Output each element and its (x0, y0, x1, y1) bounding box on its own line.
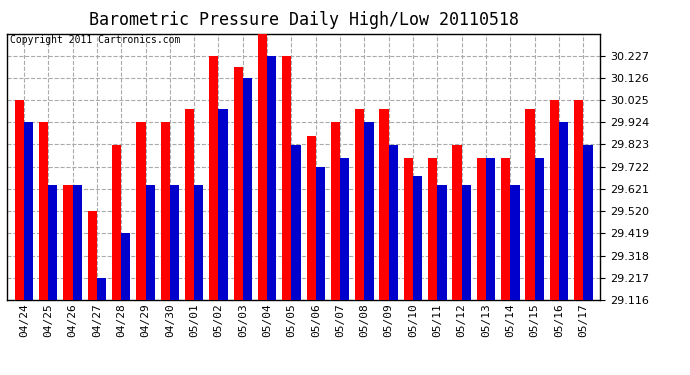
Bar (72, 185, 82, 300)
Bar (462, 185, 471, 300)
Bar (161, 122, 170, 300)
Bar (282, 56, 291, 300)
Bar (146, 185, 155, 300)
Bar (258, 34, 267, 300)
Text: Copyright 2011 Cartronics.com: Copyright 2011 Cartronics.com (10, 35, 180, 45)
Bar (170, 185, 179, 300)
Bar (453, 145, 462, 300)
Bar (233, 67, 243, 300)
Bar (306, 136, 316, 300)
Bar (388, 145, 398, 300)
Bar (525, 109, 535, 300)
Bar (583, 145, 593, 300)
Title: Barometric Pressure Daily High/Low 20110518: Barometric Pressure Daily High/Low 20110… (88, 11, 519, 29)
Bar (355, 109, 364, 300)
Bar (209, 56, 219, 300)
Bar (112, 145, 121, 300)
Bar (404, 158, 413, 300)
Bar (486, 158, 495, 300)
Bar (185, 109, 194, 300)
Bar (413, 176, 422, 300)
Bar (137, 122, 146, 300)
Bar (428, 158, 437, 300)
Bar (437, 185, 446, 300)
Bar (219, 109, 228, 300)
Bar (477, 158, 486, 300)
Bar (316, 166, 325, 300)
Bar (535, 158, 544, 300)
Bar (97, 278, 106, 300)
Bar (340, 158, 349, 300)
Bar (574, 100, 583, 300)
Bar (380, 109, 388, 300)
Bar (24, 122, 33, 300)
Bar (331, 122, 340, 300)
Bar (267, 56, 277, 300)
Bar (48, 185, 57, 300)
Bar (14, 100, 24, 300)
Bar (511, 185, 520, 300)
Bar (194, 185, 204, 300)
Bar (501, 158, 511, 300)
Bar (243, 78, 252, 300)
Bar (364, 122, 374, 300)
Bar (121, 233, 130, 300)
Bar (550, 100, 559, 300)
Bar (39, 122, 48, 300)
Bar (88, 211, 97, 300)
Bar (559, 122, 568, 300)
Bar (63, 185, 72, 300)
Bar (291, 145, 301, 300)
